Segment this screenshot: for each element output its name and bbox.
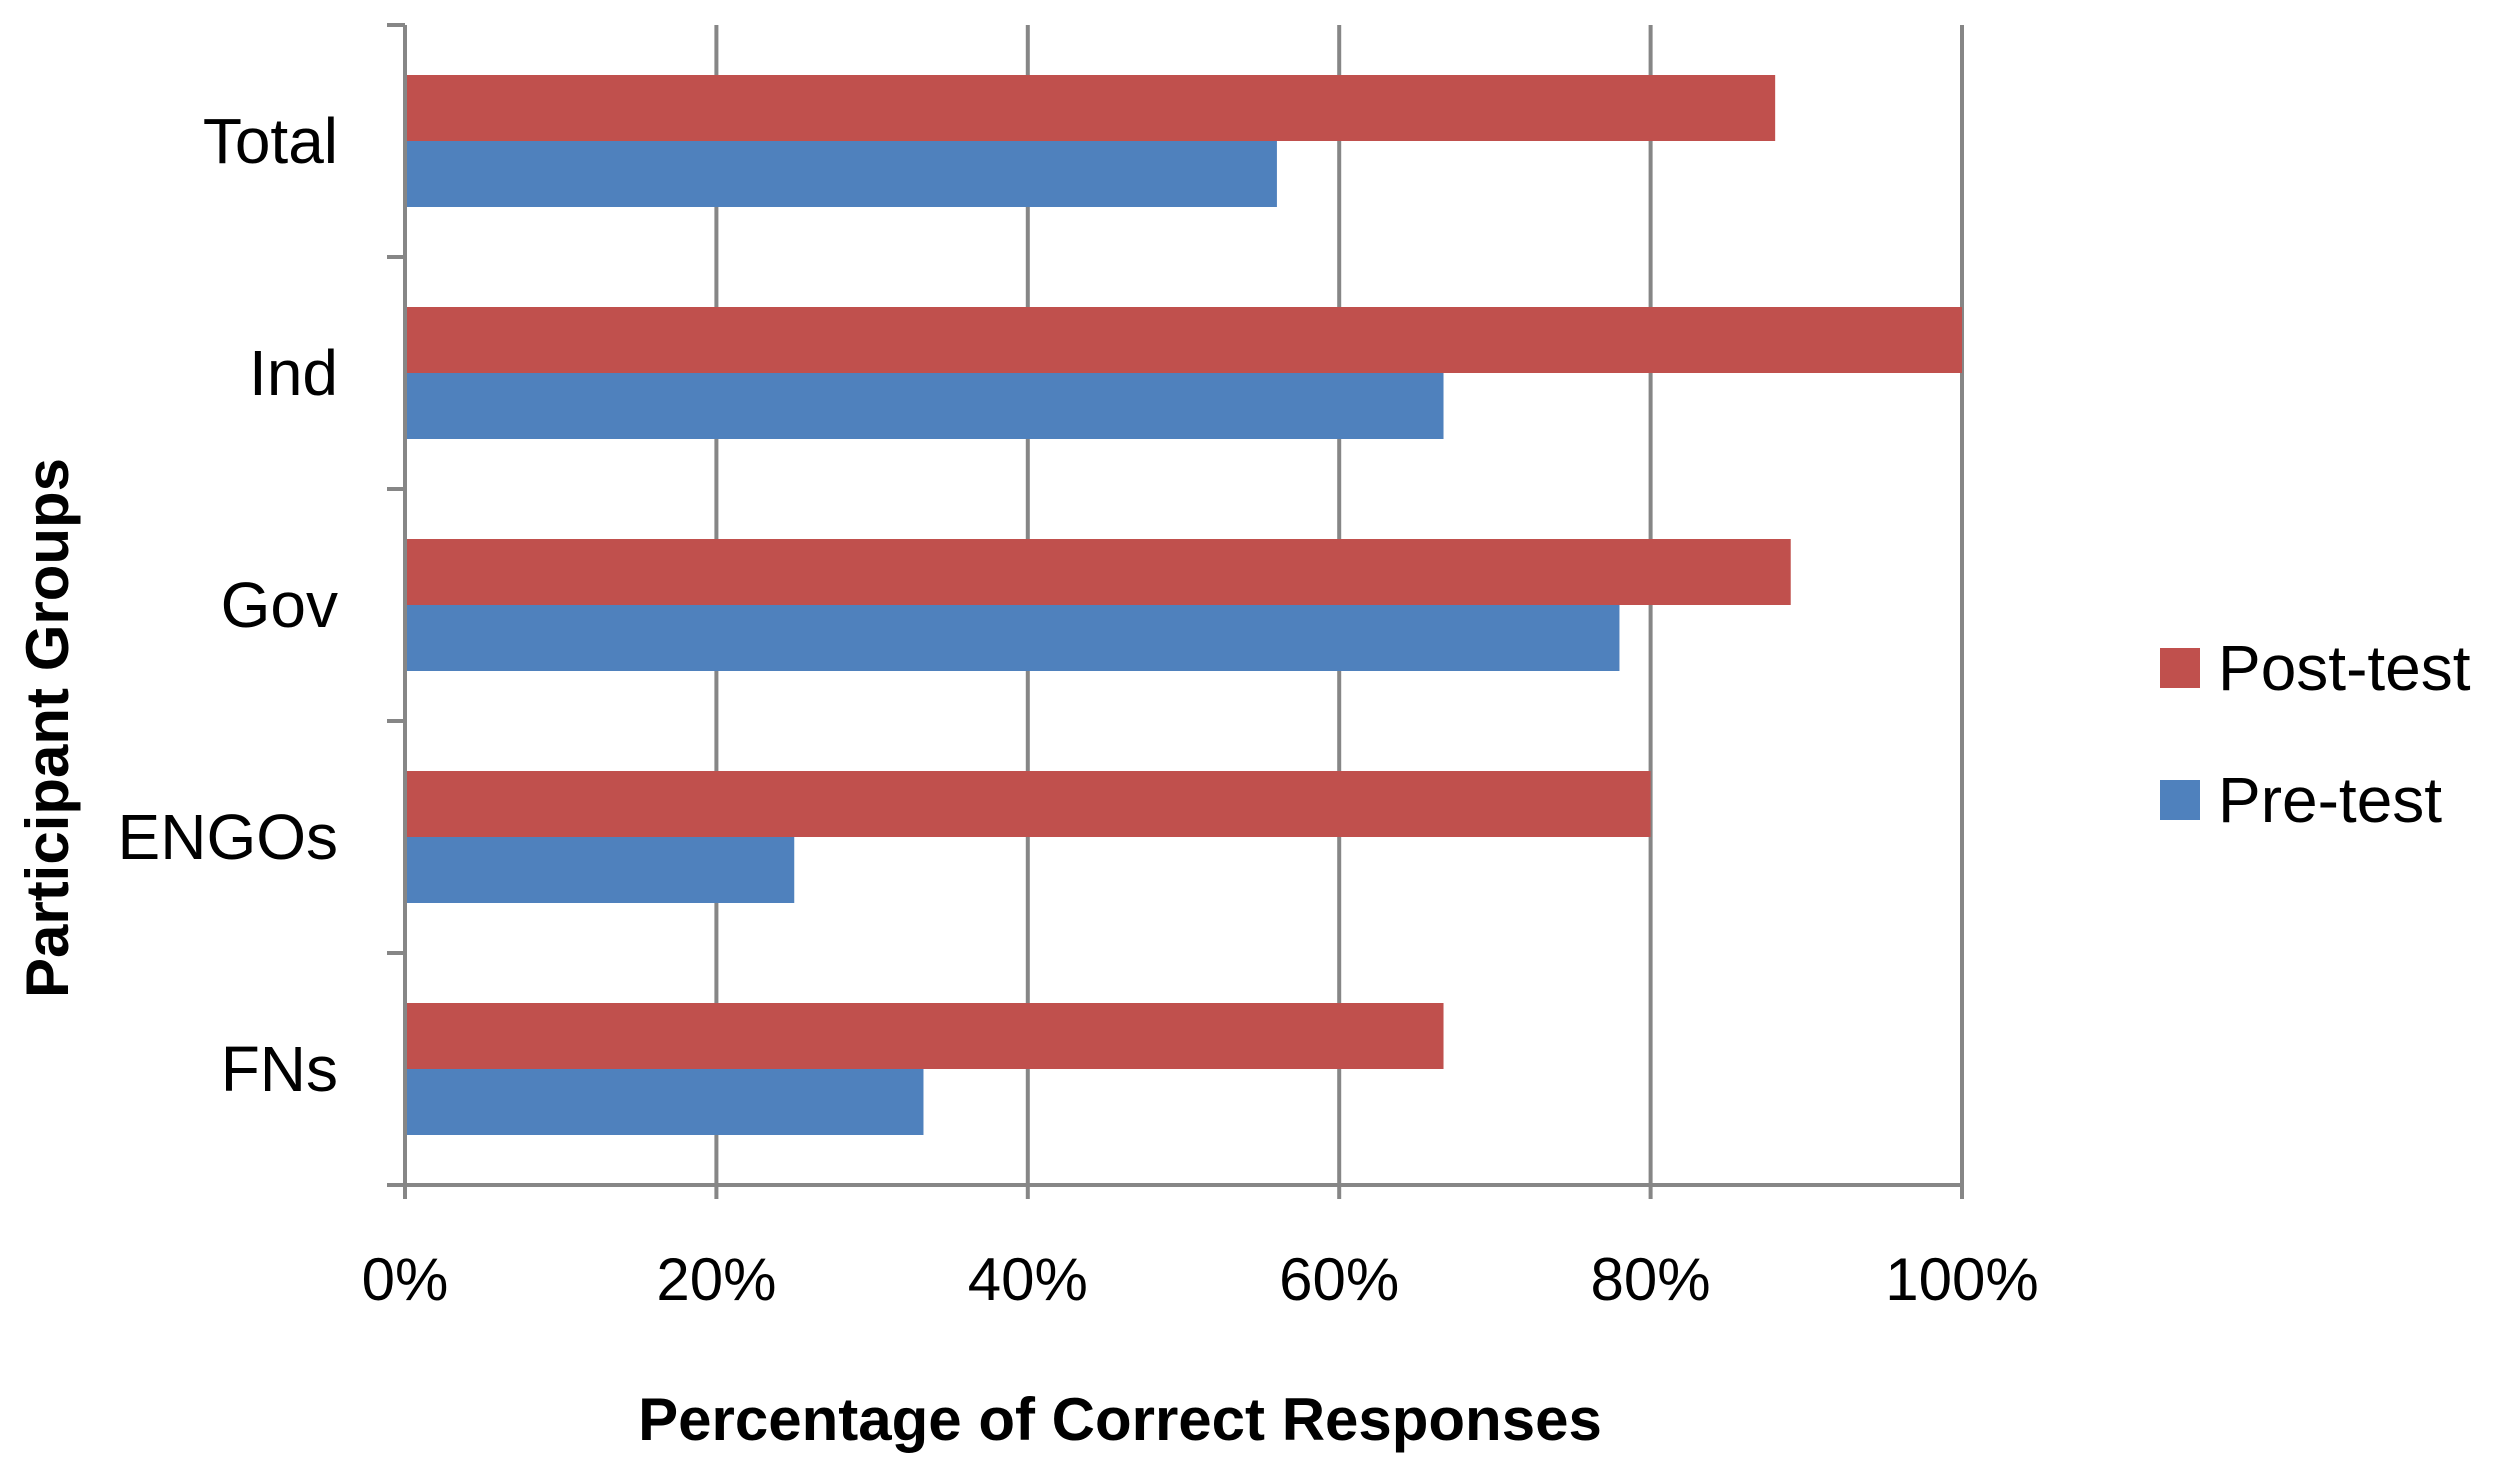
bar-pre-test-gov xyxy=(405,605,1620,671)
x-tick-label: 0% xyxy=(362,1246,449,1313)
y-category-label: Ind xyxy=(249,337,338,409)
x-tick-label: 60% xyxy=(1279,1246,1399,1313)
x-tick-label: 40% xyxy=(968,1246,1088,1313)
bar-post-test-fns xyxy=(405,1003,1444,1069)
bar-post-test-engos xyxy=(405,771,1651,837)
y-category-label: Total xyxy=(203,105,338,177)
bars xyxy=(405,75,1962,1135)
x-tick-label: 20% xyxy=(656,1246,776,1313)
bar-pre-test-total xyxy=(405,141,1277,207)
bar-post-test-gov xyxy=(405,539,1791,605)
x-tick-label: 100% xyxy=(1885,1246,2038,1313)
x-tick-label: 80% xyxy=(1591,1246,1711,1313)
labels: 0% 20% 40% 60% 80% 100% Total Ind Gov ENGOs FNs xyxy=(118,105,2039,1313)
bar-pre-test-engos xyxy=(405,837,795,903)
y-axis-title: Participant Groups xyxy=(14,458,81,998)
legend-swatch-pre-test xyxy=(2160,780,2200,820)
bar-post-test-total xyxy=(405,75,1776,141)
legend-swatch-post-test xyxy=(2160,648,2200,688)
legend-label-post-test: Post-test xyxy=(2218,632,2471,704)
x-axis-title: Percentage of Correct Responses xyxy=(638,1386,1602,1453)
axes xyxy=(387,23,1964,1199)
y-category-label: FNs xyxy=(221,1033,338,1105)
bar-post-test-ind xyxy=(405,307,1962,373)
y-category-label: ENGOs xyxy=(118,801,338,873)
y-category-label: Gov xyxy=(221,569,338,641)
legend: Post-test Pre-test xyxy=(2160,632,2471,836)
bar-pre-test-fns xyxy=(405,1069,924,1135)
legend-label-pre-test: Pre-test xyxy=(2218,764,2442,836)
bar-pre-test-ind xyxy=(405,373,1444,439)
